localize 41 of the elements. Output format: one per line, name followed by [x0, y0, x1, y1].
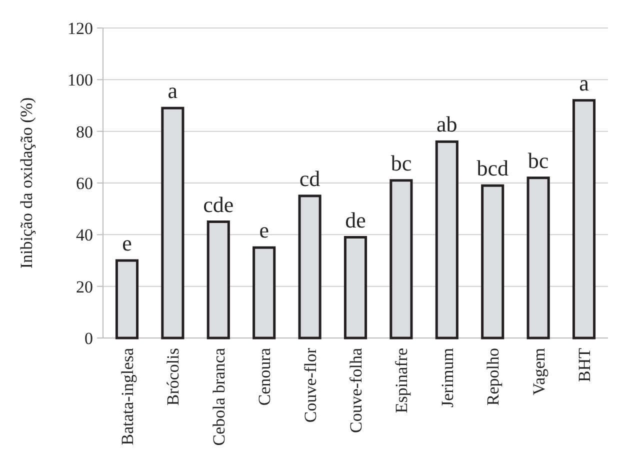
y-tick-label: 100 [68, 70, 93, 90]
annotation: cd [299, 166, 320, 191]
y-tick-label: 0 [84, 328, 93, 348]
annotation: e [122, 230, 132, 256]
bar [115, 259, 139, 340]
annotation: bc [528, 148, 549, 173]
bar [298, 194, 322, 340]
y-axis-title: Inibição da oxidação (%) [17, 97, 36, 269]
y-tick-label: 20 [76, 277, 93, 296]
x-tick-label: Batata-inglesa [118, 348, 137, 446]
annotation: a [168, 78, 178, 104]
annotation: a [579, 70, 590, 96]
x-tick-label: Espinafre [392, 348, 412, 414]
annotation: cde [203, 192, 234, 217]
y-tick-label: 40 [76, 226, 93, 245]
y-tick-label: 120 [68, 18, 93, 38]
bar [526, 176, 550, 340]
x-tick-label: Couve-flor [300, 348, 320, 423]
bar [572, 99, 596, 340]
annotation: bc [390, 150, 412, 176]
x-tick-label: Cebola branca [209, 348, 228, 446]
annotation: de [345, 207, 366, 232]
x-tick-label: Repolho [484, 348, 503, 406]
y-tick-label: 60 [76, 174, 93, 193]
x-tick-label: Cenoura [255, 348, 274, 406]
x-tick-label: Brócolis [164, 348, 183, 406]
x-tick-label: Couve-folha [346, 348, 366, 433]
bar [390, 179, 413, 340]
bar [161, 106, 184, 340]
x-tick-label: Vagem [529, 348, 548, 396]
bar [252, 246, 276, 340]
bar [206, 220, 230, 340]
y-tick-label: 80 [76, 122, 93, 142]
annotation: e [259, 218, 269, 243]
x-tick-label: BHT [574, 347, 594, 382]
bar [435, 140, 458, 340]
annotation: bcd [476, 156, 508, 181]
bar [481, 184, 504, 340]
x-tick-label: Jerimum [438, 348, 457, 408]
bar [344, 236, 368, 340]
annotation: ab [436, 112, 458, 137]
